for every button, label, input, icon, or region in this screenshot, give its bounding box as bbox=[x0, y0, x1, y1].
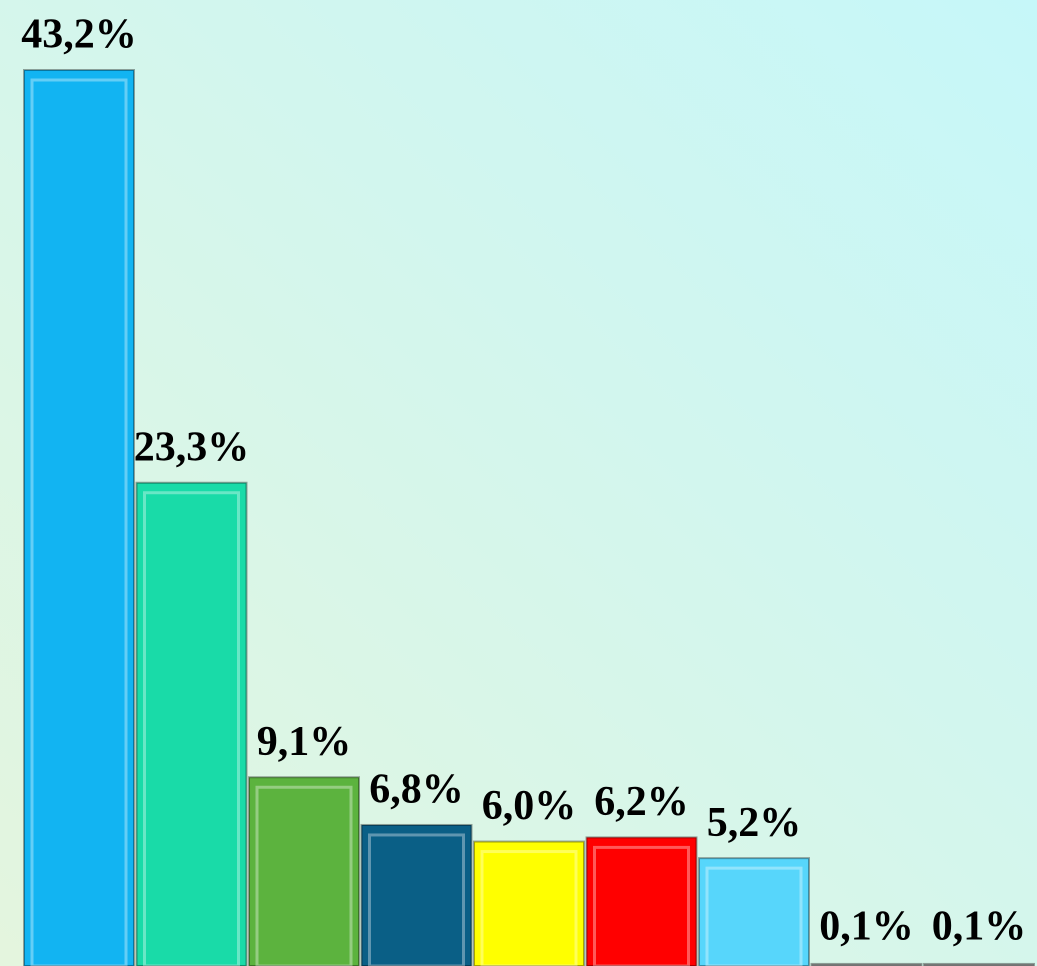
bar bbox=[698, 857, 810, 966]
data-label: 0,1% bbox=[819, 904, 914, 950]
data-label: 43,2% bbox=[21, 12, 137, 58]
data-label: 6,8% bbox=[369, 767, 464, 813]
bar bbox=[360, 823, 473, 966]
data-label: 6,0% bbox=[482, 783, 577, 829]
bar bbox=[248, 776, 360, 966]
bar bbox=[585, 836, 698, 966]
bar-bevel bbox=[255, 785, 353, 966]
data-label: 6,2% bbox=[594, 779, 689, 825]
data-label: 0,1% bbox=[932, 904, 1027, 950]
bar bbox=[135, 481, 248, 966]
data-label: 23,3% bbox=[134, 424, 250, 470]
bar-bevel bbox=[143, 491, 240, 966]
data-label: 9,1% bbox=[257, 719, 352, 765]
data-label: 5,2% bbox=[707, 800, 802, 846]
bar bbox=[23, 69, 135, 966]
bar bbox=[473, 840, 585, 966]
bar-bevel bbox=[593, 845, 690, 966]
bar-bevel bbox=[30, 78, 128, 966]
